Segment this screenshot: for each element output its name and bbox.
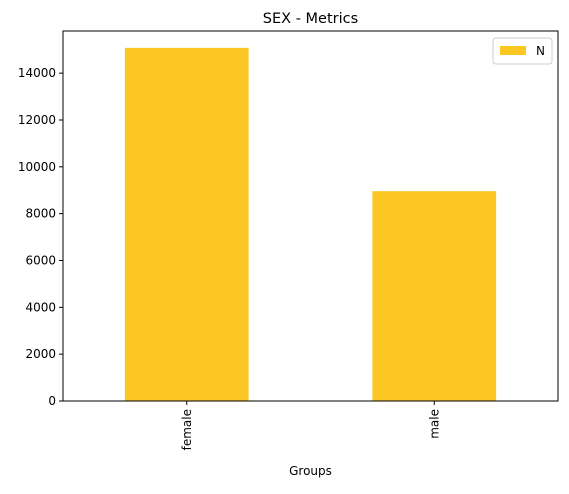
chart-title: SEX - Metrics xyxy=(263,11,358,27)
y-tick-label: 0 xyxy=(48,394,56,408)
y-tick-label: 12000 xyxy=(18,113,56,127)
x-tick-label: female xyxy=(180,409,194,450)
x-axis: female male xyxy=(180,401,441,450)
bar-female xyxy=(124,47,249,402)
y-axis: 0 2000 4000 6000 8000 10000 12000 14000 xyxy=(18,66,63,408)
bars-group xyxy=(124,47,497,402)
plot-frame xyxy=(62,30,559,402)
y-tick-label: 8000 xyxy=(25,207,56,221)
x-tick-label: male xyxy=(427,409,441,439)
x-axis-label: Groups xyxy=(289,464,332,478)
legend-label: N xyxy=(536,44,545,58)
y-tick-label: 6000 xyxy=(25,253,56,267)
legend-swatch xyxy=(500,46,526,55)
y-tick-label: 14000 xyxy=(18,66,56,80)
y-tick-label: 2000 xyxy=(25,347,56,361)
legend: N xyxy=(492,37,553,65)
y-tick-label: 10000 xyxy=(18,160,56,174)
y-tick-label: 4000 xyxy=(25,300,56,314)
bar-male xyxy=(372,191,497,401)
